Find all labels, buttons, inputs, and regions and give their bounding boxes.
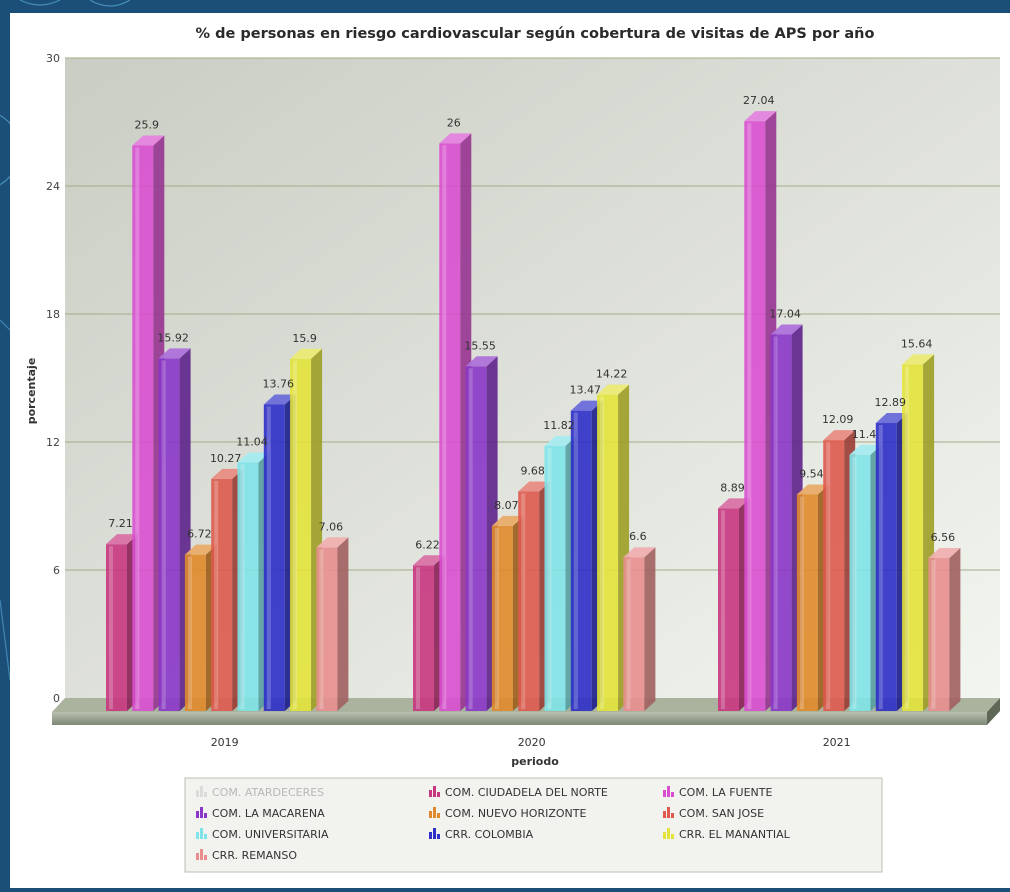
data-label: 8.07 [494,499,519,512]
bar[interactable] [597,384,630,711]
data-label: 26 [447,116,461,129]
legend-label: COM. SAN JOSE [679,807,764,820]
bar-chart-icon [196,786,207,797]
legend: COM. ATARDECERES COM. CIUDADELA DEL NORTE… [184,777,883,873]
data-label: 6.22 [415,538,440,551]
data-label: 8.89 [720,481,745,494]
data-label: 6.6 [629,530,647,543]
bar-chart-icon [663,807,674,818]
data-label: 11.04 [236,435,268,448]
data-label: 15.92 [157,331,189,344]
legend-item[interactable]: COM. UNIVERSITARIA [196,828,329,841]
bar[interactable] [158,348,191,711]
legend-item[interactable]: CRR. EL MANANTIAL [663,828,791,841]
legend-item[interactable]: COM. NUEVO HORIZONTE [429,807,586,820]
bar[interactable] [928,548,961,711]
data-label: 12.89 [875,396,907,409]
data-label: 17.04 [769,307,801,320]
data-label: 25.9 [135,118,160,131]
legend-label: COM. LA FUENTE [679,786,773,799]
legend-label: COM. NUEVO HORIZONTE [445,807,586,820]
data-label: 13.47 [570,384,602,397]
data-label: 15.64 [901,337,933,350]
data-label: 11.4 [852,428,877,441]
chart-panel: % de personas en riesgo cardiovascular s… [10,13,1010,888]
x-tick-label: 2020 [518,736,546,749]
data-label: 27.04 [743,94,775,107]
chart-title: % de personas en riesgo cardiovascular s… [196,26,875,42]
legend-item[interactable]: CRR. REMANSO [196,849,297,862]
legend-label: COM. ATARDECERES [212,786,324,799]
bar-chart-icon [429,828,440,839]
x-tick-label: 2019 [211,736,239,749]
bar-chart-icon [663,786,674,797]
data-label: 9.68 [520,464,545,477]
bar-chart-icon [196,828,207,839]
legend-label: CRR. COLOMBIA [445,828,534,841]
bar[interactable] [770,324,803,711]
bar-chart-icon [429,807,440,818]
data-label: 11.82 [543,419,575,432]
legend-label: COM. CIUDADELA DEL NORTE [445,786,608,799]
data-label: 14.22 [596,368,628,381]
x-axis-title: periodo [511,755,559,768]
legend-label: COM. LA MACARENA [212,807,325,820]
bar-chart: % de personas en riesgo cardiovascular s… [25,26,1000,873]
legend-label: CRR. REMANSO [212,849,297,862]
data-label: 10.27 [210,452,242,465]
data-label: 7.06 [319,520,344,533]
data-label: 13.76 [263,377,295,390]
legend-item[interactable]: COM. CIUDADELA DEL NORTE [429,786,608,799]
x-tick-label: 2021 [823,736,851,749]
legend-item[interactable]: COM. LA FUENTE [663,786,773,799]
y-tick-label: 12 [46,436,60,449]
legend-label: COM. UNIVERSITARIA [212,828,329,841]
y-tick-label: 6 [53,564,60,577]
bar-chart-icon [196,849,207,860]
legend-box [184,777,883,873]
bar-chart-icon [429,786,440,797]
data-label: 15.9 [292,332,317,345]
y-tick-label: 24 [46,180,60,193]
bar-chart-icon [663,828,674,839]
data-label: 7.21 [108,517,133,530]
y-tick-label: 18 [46,308,60,321]
data-label: 6.56 [931,531,956,544]
data-label: 9.54 [799,467,824,480]
legend-label: CRR. EL MANANTIAL [679,828,791,841]
data-label: 6.72 [187,528,212,541]
legend-item[interactable]: CRR. COLOMBIA [429,828,534,841]
legend-item[interactable]: COM. SAN JOSE [663,807,764,820]
y-axis-title: porcentaje [25,358,38,425]
bar-chart-icon [196,807,207,818]
data-label: 15.55 [464,339,496,352]
bar[interactable] [316,537,349,711]
y-tick-label: 30 [46,52,60,65]
y-tick-label: 0 [53,692,60,705]
bar[interactable] [623,547,656,711]
legend-item[interactable]: COM. ATARDECERES [196,786,324,799]
data-label: 12.09 [822,413,854,426]
legend-item[interactable]: COM. LA MACARENA [196,807,325,820]
